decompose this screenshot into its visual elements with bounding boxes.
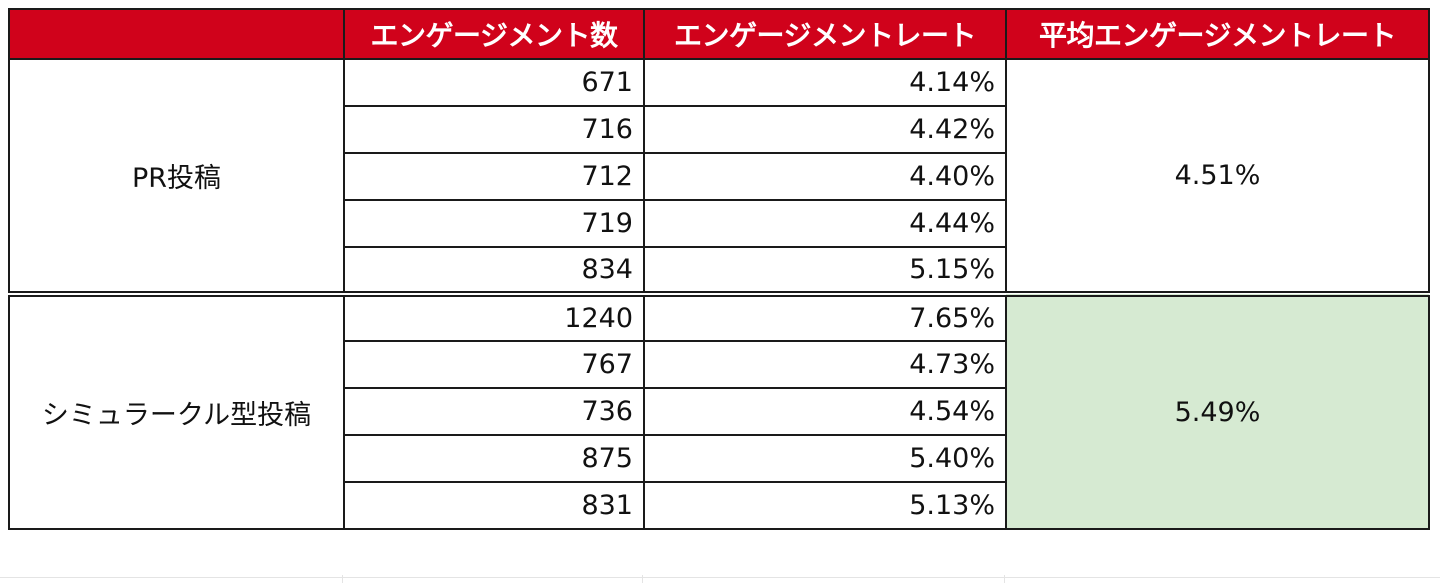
- table-row: 831 5.13%: [9, 481, 1429, 530]
- table-row: 712 4.40%: [9, 152, 1429, 201]
- group-label-cell[interactable]: シミュラークル型投稿: [8, 291, 345, 530]
- count-cell[interactable]: 875: [343, 434, 645, 483]
- table-row: シミュラークル型投稿 1240 7.65% 5.49%: [8, 291, 1430, 530]
- group-label-cell[interactable]: PR投稿: [8, 58, 345, 295]
- count-cell[interactable]: 671: [343, 58, 645, 107]
- count-cell[interactable]: 716: [343, 105, 645, 154]
- rate-cell[interactable]: 4.54%: [643, 387, 1007, 436]
- rate-cell[interactable]: 4.40%: [643, 152, 1007, 201]
- rate-cell[interactable]: 5.40%: [643, 434, 1007, 483]
- engagement-table: エンゲージメント数 エンゲージメントレート 平均エンゲージメントレート PR投稿…: [8, 8, 1430, 530]
- header-cell-engagement-count[interactable]: エンゲージメント数: [343, 8, 645, 60]
- header-cell-average-engagement-rate[interactable]: 平均エンゲージメントレート: [1005, 8, 1430, 60]
- rate-cell[interactable]: 7.65%: [643, 291, 1007, 342]
- count-cell[interactable]: 767: [343, 340, 645, 389]
- rate-cell[interactable]: 5.15%: [643, 246, 1007, 295]
- table-row: 875 5.40%: [9, 434, 1429, 483]
- gridline: [0, 577, 1440, 578]
- rate-cell[interactable]: 4.73%: [643, 340, 1007, 389]
- table-row: 716 4.42%: [9, 105, 1429, 154]
- gridline: [342, 575, 343, 583]
- count-cell[interactable]: 1240: [343, 291, 645, 342]
- rate-cell[interactable]: 5.13%: [643, 481, 1007, 530]
- rate-cell[interactable]: 4.14%: [643, 58, 1007, 107]
- table-row: 767 4.73%: [9, 340, 1429, 389]
- count-cell[interactable]: 736: [343, 387, 645, 436]
- table-row: 736 4.54%: [9, 387, 1429, 436]
- count-cell[interactable]: 834: [343, 246, 645, 295]
- gridline: [1004, 575, 1005, 583]
- average-rate-cell-highlighted[interactable]: 5.49%: [1005, 291, 1430, 530]
- header-cell-engagement-rate[interactable]: エンゲージメントレート: [643, 8, 1007, 60]
- header-row: エンゲージメント数 エンゲージメントレート 平均エンゲージメントレート: [8, 8, 1430, 60]
- header-cell-corner[interactable]: [8, 8, 345, 60]
- average-rate-cell[interactable]: 4.51%: [1005, 58, 1430, 295]
- count-cell[interactable]: 831: [343, 481, 645, 530]
- table-row: 834 5.15%: [9, 246, 1429, 295]
- count-cell[interactable]: 719: [343, 199, 645, 248]
- count-cell[interactable]: 712: [343, 152, 645, 201]
- table-row: PR投稿 671 4.14% 4.51%: [8, 58, 1430, 295]
- rate-cell[interactable]: 4.44%: [643, 199, 1007, 248]
- gridline: [642, 575, 643, 583]
- rate-cell[interactable]: 4.42%: [643, 105, 1007, 154]
- table-row: 719 4.44%: [9, 199, 1429, 248]
